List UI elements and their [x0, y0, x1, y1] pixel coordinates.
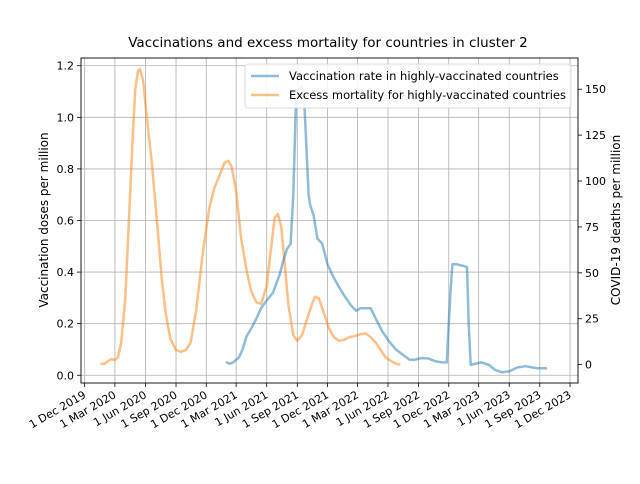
y-axis-right-label: COVID-19 deaths per million: [609, 135, 623, 305]
y-axis-right: 0 25 50 75 100 125 150: [578, 83, 606, 372]
y-right-tick-label: 75: [585, 221, 599, 234]
series-line-excess-mortality: [100, 67, 401, 366]
y-left-tick-label: 1.0: [57, 111, 75, 124]
y-left-tick-label: 0.6: [57, 215, 75, 228]
y-axis-left: 0.0 0.2 0.4 0.6 0.8 1.0 1.2: [57, 60, 81, 382]
y-right-tick-label: 0: [585, 359, 592, 372]
y-left-tick-label: 0.8: [57, 163, 75, 176]
y-left-tick-label: 0.4: [57, 266, 75, 279]
y-right-tick-label: 50: [585, 267, 599, 280]
y-left-tick-label: 0.0: [57, 369, 75, 382]
grid: [81, 58, 578, 383]
y-axis-left-label: Vaccination doses per million: [37, 132, 51, 307]
series-line-vaccination-rate: [225, 85, 548, 374]
y-left-tick-label: 1.2: [57, 60, 75, 73]
y-right-tick-label: 150: [585, 83, 606, 96]
legend-label-excess-mortality: Excess mortality for highly-vaccinated c…: [289, 88, 566, 102]
chart-title: Vaccinations and excess mortality for co…: [128, 35, 528, 51]
legend-label-vaccination: Vaccination rate in highly-vaccinated co…: [289, 69, 559, 83]
legend-box: [244, 63, 572, 109]
y-right-tick-label: 125: [585, 129, 606, 142]
series-layer: [100, 67, 548, 374]
y-right-tick-label: 100: [585, 175, 606, 188]
legend: Vaccination rate in highly-vaccinated co…: [244, 63, 572, 109]
y-right-tick-label: 25: [585, 313, 599, 326]
y-left-tick-label: 0.2: [57, 318, 75, 331]
